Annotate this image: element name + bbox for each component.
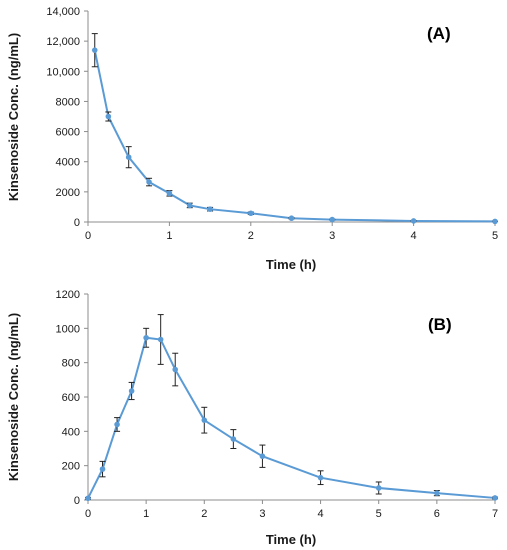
x-tick-label: 7 — [492, 508, 498, 520]
x-tick-label: 1 — [143, 508, 149, 520]
data-point — [492, 218, 498, 225]
y-tick-label: 8000 — [56, 96, 80, 108]
x-tick-label: 2 — [201, 508, 207, 520]
data-point — [91, 47, 98, 53]
y-tick-label: 6000 — [56, 127, 80, 139]
data-point — [128, 388, 135, 394]
x-tick-label: 5 — [492, 230, 498, 242]
data-point — [288, 215, 295, 222]
data-point — [146, 179, 152, 185]
y-tick-label: 2000 — [56, 187, 80, 199]
panel-b-data-points — [85, 334, 498, 502]
x-tick-label: 3 — [259, 508, 265, 520]
data-point — [201, 417, 208, 423]
x-tick-label: 5 — [376, 508, 382, 520]
panel-a-y-axis-title: Kinsenoside Conc. (ng/mL) — [6, 33, 21, 201]
x-tick-label: 2 — [248, 230, 254, 242]
y-tick-label: 10,000 — [46, 66, 80, 78]
panel-b-y-tick-labels: 0 200 400 600 800 1000 1200 — [56, 289, 88, 507]
panel-b-x-axis-title: Time (h) — [266, 532, 316, 547]
data-point — [317, 474, 324, 481]
data-point — [410, 218, 417, 224]
y-tick-label: 200 — [62, 461, 80, 473]
y-tick-label: 0 — [74, 217, 80, 229]
data-point — [172, 366, 179, 373]
panel-a-error-bars — [91, 33, 498, 223]
data-point — [259, 453, 266, 460]
y-tick-label: 800 — [62, 358, 80, 370]
y-tick-label: 14,000 — [46, 6, 80, 18]
panel-a-label: (A) — [427, 24, 451, 43]
data-point — [207, 206, 213, 212]
data-point — [248, 210, 254, 217]
panel-b-label: (B) — [428, 315, 452, 334]
data-point — [434, 490, 440, 496]
x-tick-label: 6 — [434, 508, 440, 520]
panel-a-x-tick-labels: 0 1 2 3 4 5 — [85, 222, 498, 242]
y-tick-label: 1000 — [56, 323, 80, 335]
x-tick-label: 1 — [166, 230, 172, 242]
y-tick-label: 12,000 — [46, 36, 80, 48]
data-point — [105, 113, 112, 120]
data-point — [186, 202, 193, 209]
x-tick-label: 0 — [85, 230, 91, 242]
data-point — [166, 190, 173, 197]
panel-b-y-axis-title: Kinsenoside Conc. (ng/mL) — [6, 313, 21, 481]
data-point — [99, 466, 106, 472]
y-tick-label: 4000 — [56, 157, 80, 169]
y-tick-label: 600 — [62, 392, 80, 404]
data-point — [492, 495, 498, 501]
panel-a-x-axis-title: Time (h) — [266, 257, 316, 272]
data-point — [230, 436, 237, 442]
panel-b-series-line — [87, 336, 496, 499]
chart-panel-a: 0 2000 4000 6000 8000 10,000 12,000 14,000 0 1 2 3… — [6, 6, 498, 272]
panel-b-x-tick-labels: 0 1 2 3 4 5 6 7 — [85, 500, 498, 520]
x-tick-label: 4 — [318, 508, 324, 520]
y-tick-label: 1200 — [56, 289, 80, 301]
x-tick-label: 3 — [329, 230, 335, 242]
panel-b-error-bars — [85, 314, 498, 500]
data-point — [85, 495, 91, 502]
data-point — [125, 154, 132, 160]
x-tick-label: 0 — [85, 508, 91, 520]
panel-a-series-line — [93, 49, 496, 223]
data-point — [114, 421, 120, 428]
panel-a-y-tick-labels: 0 2000 4000 6000 8000 10,000 12,000 14,000 — [46, 6, 88, 229]
data-point — [329, 216, 336, 223]
y-tick-label: 0 — [74, 495, 80, 507]
data-point — [143, 334, 149, 341]
data-point — [375, 485, 382, 491]
panel-a-data-points — [91, 47, 498, 225]
x-tick-label: 4 — [411, 230, 417, 242]
data-point — [157, 336, 164, 343]
chart-panel-b: 0 200 400 600 800 1000 1200 0 1 2 3 4 5 6 7 (B) Time … — [6, 289, 498, 547]
y-tick-label: 400 — [62, 426, 80, 438]
